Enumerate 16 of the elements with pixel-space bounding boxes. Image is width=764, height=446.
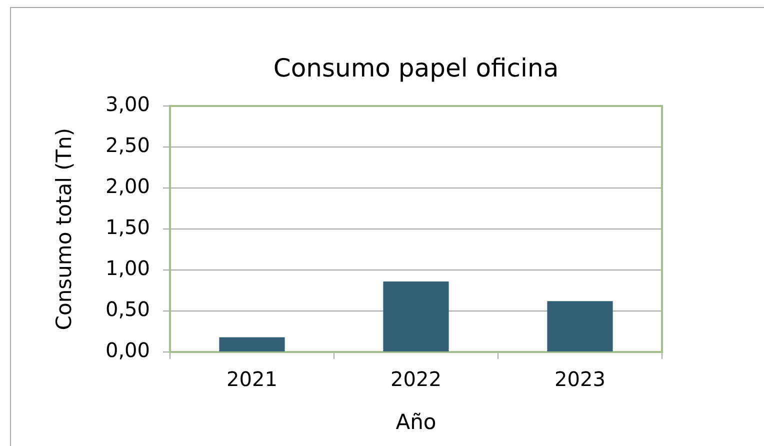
- x-tick-label: 2022: [390, 367, 442, 392]
- y-tick-label: 0,00: [105, 338, 150, 362]
- y-tick-label: 1,50: [105, 215, 150, 240]
- x-tick-label: 2023: [554, 367, 606, 392]
- y-tick-label: 0,50: [105, 297, 150, 322]
- y-tick-label: 2,00: [105, 174, 150, 198]
- y-tick-label: 1,00: [105, 256, 150, 280]
- bar: [383, 281, 449, 352]
- bar: [547, 301, 613, 352]
- y-axis-title: Consumo total (Tn): [52, 128, 76, 330]
- chart-title: Consumo papel oficina: [273, 54, 559, 82]
- bar: [219, 337, 285, 352]
- y-tick-label: 3,00: [105, 92, 150, 116]
- y-tick-label: 2,50: [105, 133, 150, 158]
- x-axis-title: Año: [396, 410, 436, 434]
- x-tick-label: 2021: [226, 367, 278, 392]
